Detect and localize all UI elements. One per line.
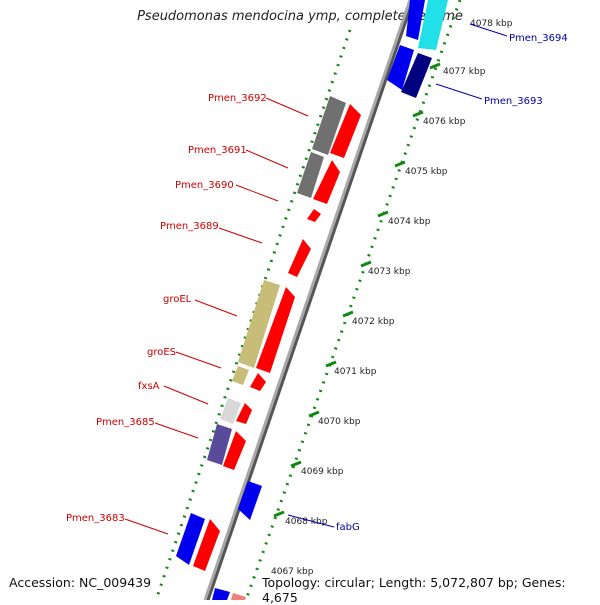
label-line-pmen-3683: [124, 518, 169, 535]
gene-label-groES[interactable]: groES: [147, 347, 176, 358]
topology-text: Topology: circular; Length: 5,072,807 bp…: [262, 575, 566, 605]
label-line-pmen-3693: [435, 83, 483, 100]
gene-fxsA-red[interactable]: [236, 403, 252, 424]
tick-label: 4071 kbp: [334, 367, 377, 377]
tick-label: 4072 kbp: [352, 317, 395, 327]
tick-labels: 4078 kbp 4077 kbp 4076 kbp 4075 kbp 4074…: [271, 19, 513, 577]
gene-pmen-3693[interactable]: [401, 53, 432, 98]
label-line-pmen-3689: [218, 227, 263, 244]
gene-label-pmen-3683[interactable]: Pmen_3683: [66, 513, 125, 524]
gene-pmen-3689[interactable]: [288, 239, 311, 277]
gene-fxsA[interactable]: [220, 398, 241, 424]
gene-groES[interactable]: [250, 373, 266, 391]
gene-fabG[interactable]: [238, 481, 262, 520]
gene-label-pmen-3692[interactable]: Pmen_3692: [208, 93, 267, 104]
gene-bottom-blue[interactable]: [212, 588, 230, 600]
tick-label: 4075 kbp: [405, 167, 448, 177]
tick-label: 4074 kbp: [388, 217, 431, 227]
gene-pmen-3691-gray[interactable]: [297, 152, 324, 198]
gene-pmen-3692-gray[interactable]: [312, 96, 346, 155]
gene-label-pmen-3693[interactable]: Pmen_3693: [484, 96, 543, 107]
gene-label-pmen-3690[interactable]: Pmen_3690: [175, 180, 234, 191]
gene-pmen-3694-part[interactable]: [406, 0, 425, 40]
map-title: Pseudomonas mendocina ymp, complete geno…: [137, 9, 463, 24]
gene-pmen-3683[interactable]: [193, 519, 220, 571]
tick-label: 4073 kbp: [368, 267, 411, 277]
backbone: [203, 0, 412, 600]
gene-pmen-3694[interactable]: [418, 0, 448, 50]
inner-dotted-track: [154, 29, 352, 600]
label-line-pmen-3694: [469, 23, 508, 37]
gene-groES-olive[interactable]: [232, 366, 249, 385]
gene-label-fabG[interactable]: fabG: [336, 522, 360, 533]
label-line-groEL: [194, 299, 238, 317]
label-line-pmen-3685: [154, 422, 199, 439]
backbone-shadow: [204, 0, 415, 600]
gene-label-fxsA[interactable]: fxsA: [138, 381, 160, 392]
gene-bottom-pink[interactable]: [231, 593, 246, 600]
label-line-groES: [175, 351, 222, 369]
gene-label-pmen-3691[interactable]: Pmen_3691: [188, 145, 247, 156]
label-line-pmen-3690: [235, 184, 279, 202]
tick-label: 4069 kbp: [301, 467, 344, 477]
gene-pmen-3692[interactable]: [330, 104, 361, 158]
gene-pmen-3685[interactable]: [207, 424, 232, 465]
gene-label-pmen-3694[interactable]: Pmen_3694: [509, 33, 568, 44]
gene-label-pmen-3685[interactable]: Pmen_3685: [96, 417, 155, 428]
gene-pmen-3691[interactable]: [313, 160, 340, 204]
tick-label: 4076 kbp: [423, 117, 466, 127]
gene-groEL[interactable]: [256, 287, 295, 373]
gene-pmen-3693-small[interactable]: [387, 45, 414, 90]
gene-pmen-3690[interactable]: [307, 209, 321, 222]
tick-label: 4067 kbp: [271, 567, 314, 577]
tick-label: 4078 kbp: [470, 19, 513, 29]
gene-pmen-3683-blue[interactable]: [176, 513, 205, 565]
tick-label: 4077 kbp: [443, 67, 486, 77]
gene-label-groEL[interactable]: groEL: [163, 294, 192, 305]
label-line-pmen-3691: [245, 149, 289, 169]
gene-groEL-olive[interactable]: [238, 280, 280, 368]
accession-text: Accession: NC_009439: [9, 575, 152, 590]
label-line-fabG: [287, 514, 335, 528]
label-line-fxsA: [163, 385, 209, 405]
gene-label-pmen-3689[interactable]: Pmen_3689: [160, 221, 219, 232]
tick-label: 4070 kbp: [318, 417, 361, 427]
gene-pmen-3685-red[interactable]: [223, 431, 246, 470]
label-line-pmen-3692: [265, 97, 309, 117]
tick-label: 4068 kbp: [285, 517, 328, 527]
outer-dotted-track: [244, 0, 462, 600]
